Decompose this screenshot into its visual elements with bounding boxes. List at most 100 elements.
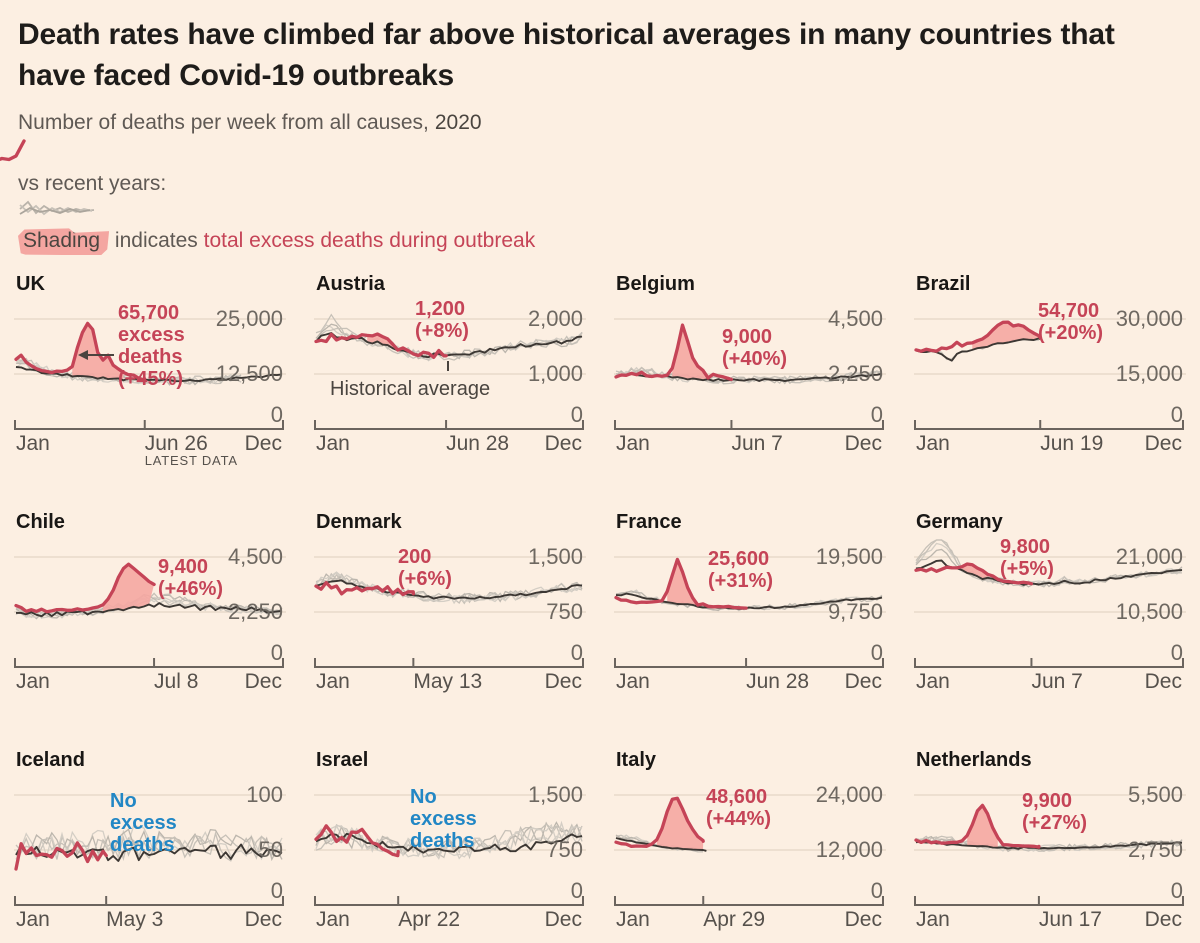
excess-annotation: 54,700 [1038, 300, 1099, 322]
y-tick-label: 24,000 [816, 782, 883, 807]
annotation-arrowhead [78, 350, 88, 361]
country-chart: 25,000 12,500 0 Jan Jun 26 Dec LATEST DATA 65,7… [14, 302, 286, 467]
y-tick-label: 5,500 [1128, 782, 1183, 807]
line-2020 [314, 824, 400, 858]
x-tick-label: Jun 7 [1031, 670, 1082, 693]
country-panel-israel: Israel 1,500 750 0 Jan Apr 22 Dec No excess death… [300, 749, 600, 943]
line-2020 [14, 841, 108, 872]
country-chart: 1,500 750 0 Jan May 13 Dec 200(+6%) [314, 544, 586, 693]
excess-annotation: 9,400 [158, 556, 208, 578]
historical-average-line [615, 837, 707, 853]
historical-average-line [915, 337, 1041, 363]
x-tick-label: Jun 7 [731, 432, 782, 455]
no-excess-note: excess [110, 812, 177, 834]
y-tick-label: 100 [246, 782, 283, 807]
x-tick-label: Jan [916, 670, 950, 693]
country-panel-italy: Italy 24,000 12,000 0 Jan Apr 29 Dec 48,600 (+44… [600, 749, 900, 943]
x-tick-label: Dec [845, 908, 882, 931]
x-tick-label: Jun 28 [446, 432, 509, 455]
country-name: Austria [316, 273, 385, 296]
excess-annotation: 48,600 [706, 786, 767, 808]
x-tick-label: Dec [845, 432, 882, 455]
country-name: Denmark [316, 511, 402, 534]
y-tick-label: 1,500 [528, 782, 583, 807]
country-chart: 4,500 2,250 0 Jan Jul 8 Dec 9,400(+46%) [14, 544, 286, 693]
x-tick-label: Jan [316, 670, 350, 693]
line-2020 [914, 320, 1042, 354]
no-excess-note: excess [410, 808, 477, 830]
x-tick-label: Jan [16, 432, 50, 455]
x-tick-label: Jun 28 [746, 670, 809, 693]
x-tick-label: May 3 [106, 908, 163, 931]
excess-annotation: (+31%) [708, 570, 773, 592]
line-2020 [314, 581, 416, 597]
excess-annotation: 9,800 [1000, 537, 1050, 558]
excess-annotation: (+45%) [118, 368, 183, 390]
historical-average-line [15, 366, 283, 383]
excess-deaths-shading [972, 322, 1041, 351]
country-name: Brazil [916, 273, 971, 296]
y-tick-label: 2,250 [228, 599, 283, 624]
x-tick-label: Dec [245, 432, 282, 455]
y-tick-label: 2,250 [828, 361, 883, 386]
y-tick-label: 4,500 [828, 306, 883, 331]
country-name: Netherlands [916, 749, 1032, 772]
excess-annotation: 1,200 [415, 299, 465, 320]
excess-annotation: (+27%) [1022, 812, 1087, 834]
country-name: Chile [16, 511, 65, 534]
subtitle-2020-label: 2020 [434, 110, 482, 134]
chart-subtitle-line1: Number of deaths per week from all cause… [0, 109, 1182, 226]
excess-annotation: 65,700 [118, 302, 179, 324]
indicates-label: indicates [114, 229, 198, 253]
x-tick-label: Jan [616, 908, 650, 931]
line-2020 [614, 797, 705, 849]
historical-year-line [315, 821, 583, 861]
x-tick-label: Jun 19 [1040, 432, 1103, 455]
y-tick-label: 0 [271, 878, 283, 903]
y-tick-label: 750 [546, 599, 583, 624]
y-tick-label: 12,500 [216, 361, 283, 386]
country-panel-netherlands: Netherlands 5,500 2,750 0 Jan Jun 17 Dec 9,900(… [900, 749, 1200, 943]
subtitle-vs-label: vs recent years: [18, 172, 167, 196]
country-panel-uk: UK 25,000 12,500 0 Jan Jun 26 Dec LATEST DATA 65… [0, 273, 300, 467]
y-tick-label: 19,500 [816, 544, 883, 569]
excess-deaths-shading [967, 805, 998, 849]
x-tick-label: Jan [16, 670, 50, 693]
historical-average-line [915, 559, 1183, 587]
country-name: UK [16, 273, 45, 296]
x-tick-label: May 13 [413, 670, 482, 693]
country-panel-germany: Germany 21,000 10,500 0 Jan Jun 7 Dec 9,800 (+5%… [900, 511, 1200, 705]
chart-subtitle-line2: Shading indicates total excess deaths du… [18, 228, 1182, 256]
country-chart: 2,000 1,000 0 Jan Jun 28 Dec 1,200(+8%) Histori… [314, 299, 586, 455]
x-tick-label: Jun 17 [1039, 908, 1102, 931]
excess-deaths-shading [962, 564, 988, 580]
country-chart: 24,000 12,000 0 Jan Apr 29 Dec 48,600(+44%) [614, 782, 886, 931]
excess-annotation: 200 [398, 546, 431, 568]
y-tick-label: 10,500 [1116, 599, 1183, 624]
line-2020 [914, 804, 1041, 850]
no-excess-note: No [110, 790, 137, 812]
country-panel-iceland: Iceland 100 50 0 Jan May 3 Dec No excess deaths [0, 749, 300, 943]
line-2020 [14, 322, 147, 382]
y-tick-label: 2,000 [528, 306, 583, 331]
hist-avg-label: Historical average [330, 378, 490, 400]
y-tick-label: 0 [1171, 402, 1183, 427]
x-tick-label: Jul 8 [154, 670, 198, 693]
country-name: Iceland [16, 749, 85, 772]
country-panel-austria: Austria 2,000 1,000 0 Jan Jun 28 Dec 1,200 (+8%)… [300, 273, 600, 467]
historical-average-line [915, 841, 1183, 851]
excess-annotation: 9,900 [1022, 790, 1072, 812]
y-tick-label: 0 [871, 402, 883, 427]
line-2020 [14, 562, 156, 614]
x-tick-label: Dec [545, 432, 582, 455]
y-tick-label: 0 [871, 640, 883, 665]
shading-highlight: Shading [18, 228, 110, 256]
no-excess-note: deaths [110, 834, 174, 856]
y-tick-label: 0 [1171, 640, 1183, 665]
x-tick-label: Apr 29 [703, 908, 765, 931]
y-tick-label: 0 [571, 878, 583, 903]
x-tick-label: Apr 22 [398, 908, 460, 931]
y-tick-label: 12,000 [816, 837, 883, 862]
excess-annotation: 25,600 [708, 548, 769, 570]
